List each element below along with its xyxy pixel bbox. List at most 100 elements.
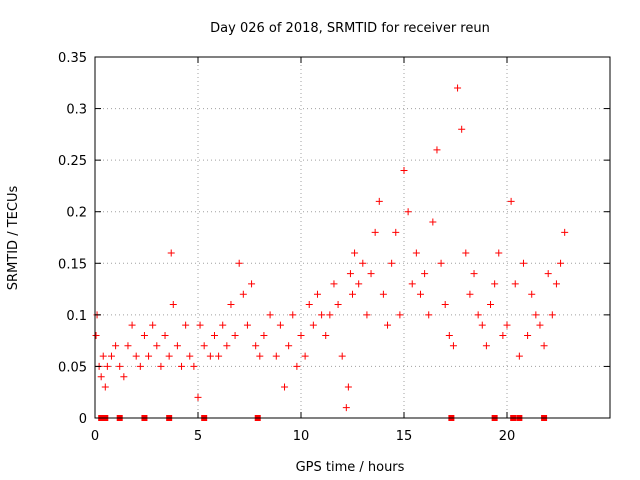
data-point [400, 166, 408, 174]
data-point [266, 311, 274, 319]
data-point [276, 321, 284, 329]
data-point [235, 259, 243, 267]
y-tick-label: 0.35 [58, 51, 87, 66]
data-point [515, 352, 523, 360]
y-axis-label: SRMTID / TECUs [6, 186, 21, 291]
data-point [421, 270, 429, 278]
data-point [466, 290, 474, 298]
data-point [429, 218, 437, 226]
data-point [165, 352, 173, 360]
data-point [136, 362, 144, 370]
data-point [103, 362, 111, 370]
data-point [128, 321, 136, 329]
data-point [371, 228, 379, 236]
data-point [462, 249, 470, 257]
data-point [285, 342, 293, 350]
x-axis-label: GPS time / hours [296, 460, 405, 475]
data-point [196, 321, 204, 329]
data-point [120, 373, 128, 381]
data-point [499, 331, 507, 339]
y-tick-label: 0.05 [58, 360, 87, 375]
data-point [375, 197, 383, 205]
data-point [190, 362, 198, 370]
data-point [392, 228, 400, 236]
data-point [528, 290, 536, 298]
data-point [169, 301, 177, 309]
data-point [157, 362, 165, 370]
data-point [408, 280, 416, 288]
y-tick-label: 0.2 [66, 206, 87, 221]
data-point [99, 352, 107, 360]
grid-layer [95, 57, 610, 418]
y-tick-label: 0.3 [66, 103, 87, 118]
y-tick-label: 0.25 [58, 154, 87, 169]
data-point [178, 362, 186, 370]
data-point [231, 331, 239, 339]
data-point [524, 331, 532, 339]
chart-title: Day 026 of 2018, SRMTID for receiver reu… [210, 21, 490, 36]
data-point [167, 249, 175, 257]
data-point [532, 311, 540, 319]
data-point [210, 331, 218, 339]
data-point [548, 311, 556, 319]
data-point [557, 259, 565, 267]
data-point [511, 280, 519, 288]
data-point [194, 393, 202, 401]
data-point [503, 321, 511, 329]
y-tick-label: 0 [79, 412, 87, 427]
data-point [349, 290, 356, 298]
data-point [355, 280, 363, 288]
data-point [344, 383, 352, 391]
plot-frame [94, 56, 611, 419]
data-point [293, 362, 301, 370]
x-tick-label: 15 [396, 429, 413, 444]
data-point [363, 311, 371, 319]
data-point [536, 321, 544, 329]
data-point [206, 352, 214, 360]
data-point [482, 342, 490, 350]
data-point [140, 331, 148, 339]
data-point [487, 301, 495, 309]
data-point [301, 352, 309, 360]
x-tick-label: 10 [293, 429, 310, 444]
data-point [223, 342, 231, 350]
data-point [425, 311, 433, 319]
data-point [342, 404, 350, 412]
data-point [322, 331, 330, 339]
data-point [92, 331, 100, 339]
data-point [219, 321, 227, 329]
data-point [552, 280, 560, 288]
data-point [227, 301, 235, 309]
data-point [495, 249, 503, 257]
data-point [309, 321, 317, 329]
data-point [107, 352, 115, 360]
data-point [441, 301, 449, 309]
data-point [384, 321, 392, 329]
data-point [454, 84, 462, 92]
data-point [256, 352, 264, 360]
data-point [215, 352, 223, 360]
data-point [318, 311, 326, 319]
data-point [305, 301, 313, 309]
data-point [272, 352, 280, 360]
data-point [449, 342, 457, 350]
data-point [239, 290, 247, 298]
data-point [281, 383, 289, 391]
data-point [540, 342, 548, 350]
y-tick-label: 0.1 [66, 309, 87, 324]
data-point [474, 311, 482, 319]
data-point [97, 373, 105, 381]
data-point [396, 311, 404, 319]
data-point [388, 259, 396, 267]
data-point [289, 311, 297, 319]
data-point [445, 331, 453, 339]
data-point [116, 362, 124, 370]
data-point [112, 342, 120, 350]
data-point [470, 270, 478, 278]
data-point [544, 270, 552, 278]
data-point [351, 249, 359, 257]
ticks-layer: 0 0.05 0.1 0.15 0.2 0.25 0.3 0.35 0 5 10 15 20 [58, 51, 610, 444]
data-point [326, 311, 334, 319]
